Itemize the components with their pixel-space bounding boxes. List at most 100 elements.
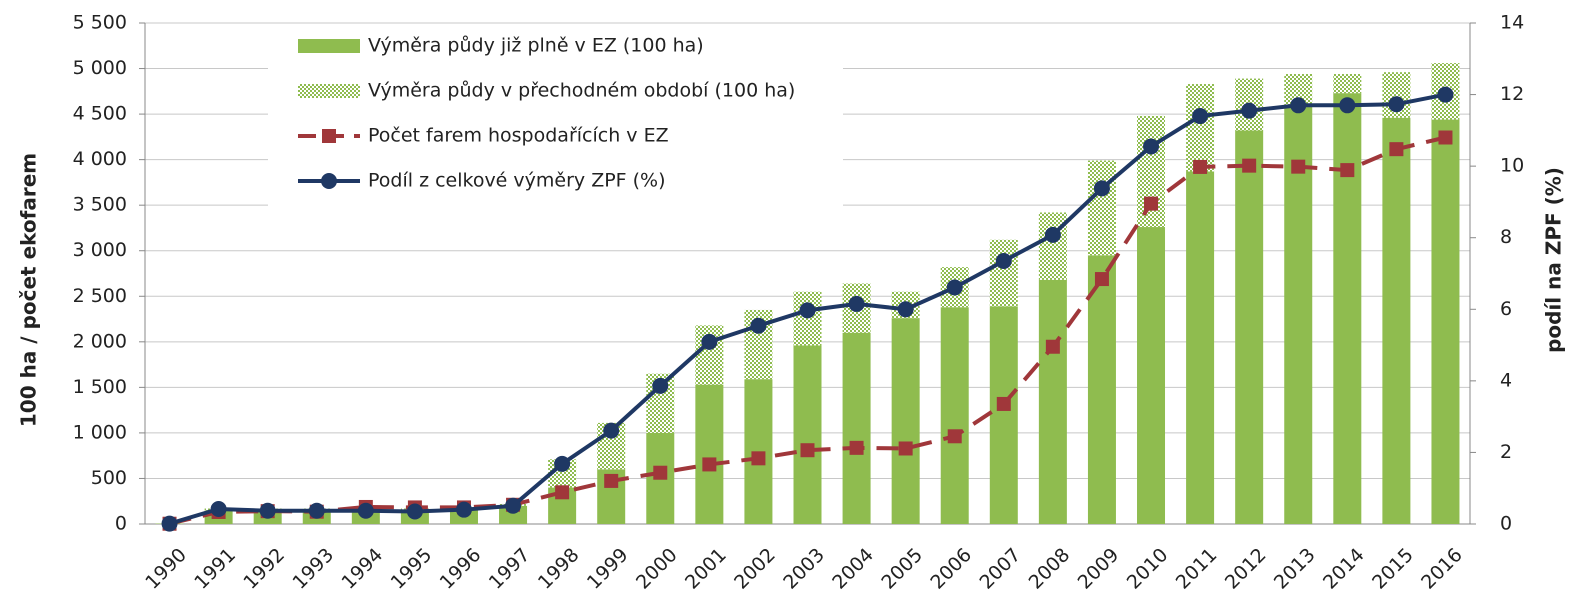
x-tick-label: 1998: [534, 544, 584, 594]
marker: [1291, 159, 1306, 174]
x-tick-label: 2012: [1221, 544, 1271, 594]
marker: [849, 440, 864, 455]
y2-tick-label: 10: [1500, 155, 1524, 177]
x-tick-label: 2002: [730, 544, 780, 594]
y-tick-label: 500: [91, 467, 127, 489]
bar: [1087, 160, 1116, 256]
marker: [751, 451, 766, 466]
y2-axis-title: podíl na ZPF (%): [1542, 167, 1566, 353]
marker: [555, 485, 570, 500]
bar: [1137, 227, 1166, 524]
marker: [1388, 96, 1405, 113]
marker: [1144, 196, 1159, 211]
marker: [1389, 142, 1404, 157]
x-tick-label: 2015: [1368, 544, 1418, 594]
marker: [1290, 97, 1307, 114]
x-tick-label: 2006: [926, 544, 976, 594]
marker: [161, 515, 178, 532]
y-tick-label: 5 500: [73, 12, 127, 34]
marker: [1143, 138, 1160, 155]
marker: [701, 333, 718, 350]
legend-label: Počet farem hospodařících v EZ: [368, 125, 669, 147]
x-tick-label: 2016: [1417, 544, 1467, 594]
y-axis-title: 100 ha / počet ekofarem: [17, 153, 41, 427]
x-tick-label: 2011: [1172, 544, 1222, 594]
y-tick-label: 3 500: [73, 194, 127, 216]
legend-label: Podíl z celkové výměry ZPF (%): [368, 170, 666, 192]
marker: [1241, 102, 1258, 119]
y-tick-label: 0: [115, 513, 127, 535]
marker: [995, 252, 1012, 269]
y-tick-label: 1 000: [73, 421, 127, 443]
y2-tick-label: 0: [1500, 513, 1512, 535]
bar: [793, 345, 822, 524]
x-tick-label: 2005: [877, 544, 927, 594]
bar: [1333, 93, 1362, 524]
marker: [947, 429, 962, 444]
legend-marker: [322, 129, 336, 143]
marker: [604, 473, 619, 488]
x-tick-label: 2010: [1123, 544, 1173, 594]
y-tick-label: 3 000: [73, 239, 127, 261]
y-tick-label: 2 500: [73, 285, 127, 307]
x-tick-label: 2000: [632, 544, 682, 594]
x-tick-label: 1997: [485, 544, 535, 594]
x-tick-label: 1994: [338, 544, 388, 594]
legend-box: [268, 28, 843, 206]
marker: [996, 396, 1011, 411]
bar: [1038, 212, 1067, 280]
y-tick-label: 5 000: [73, 57, 127, 79]
legend-swatch: [298, 84, 360, 98]
x-tick-label: 1995: [387, 544, 437, 594]
bar: [940, 307, 969, 524]
bar: [1333, 74, 1362, 94]
x-tick-label: 2008: [1025, 544, 1075, 594]
x-tick-label: 2007: [975, 544, 1025, 594]
marker: [1339, 97, 1356, 114]
marker: [1438, 130, 1453, 145]
bar: [1382, 117, 1411, 524]
bar: [1186, 84, 1215, 172]
bar: [891, 318, 920, 524]
marker: [210, 500, 227, 517]
marker: [455, 501, 472, 518]
legend-label: Výměra půdy již plně v EZ (100 ha): [368, 35, 704, 57]
marker: [750, 317, 767, 334]
bar: [695, 384, 724, 524]
marker: [799, 302, 816, 319]
x-tick-label: 2003: [779, 544, 829, 594]
marker: [652, 377, 669, 394]
x-tick-label: 2001: [681, 544, 731, 594]
marker: [1094, 272, 1109, 287]
bar: [842, 332, 871, 524]
y-tick-label: 2 000: [73, 330, 127, 352]
marker: [357, 502, 374, 519]
y-tick-label: 4 000: [73, 148, 127, 170]
marker: [1045, 339, 1060, 354]
marker: [1437, 86, 1454, 103]
x-tick-label: 2004: [828, 544, 878, 594]
x-tick-label: 1990: [141, 544, 191, 594]
bar: [1186, 171, 1215, 524]
y-tick-label: 1 500: [73, 376, 127, 398]
bar: [1284, 106, 1313, 524]
marker: [1340, 163, 1355, 178]
bar: [989, 306, 1018, 524]
marker: [406, 503, 423, 520]
bar: [1235, 130, 1264, 524]
marker: [505, 497, 522, 514]
marker: [259, 502, 276, 519]
marker: [554, 455, 571, 472]
bar: [1087, 255, 1116, 525]
marker: [702, 457, 717, 472]
line: [169, 135, 1446, 526]
x-tick-label: 2009: [1074, 544, 1124, 594]
y2-tick-label: 14: [1500, 12, 1524, 34]
x-tick-label: 1993: [288, 544, 338, 594]
y2-tick-label: 6: [1500, 298, 1512, 320]
legend-marker: [321, 173, 337, 189]
marker: [1192, 108, 1209, 125]
marker: [1044, 226, 1061, 243]
legend: Výměra půdy již plně v EZ (100 ha) Výměra…: [268, 28, 843, 206]
